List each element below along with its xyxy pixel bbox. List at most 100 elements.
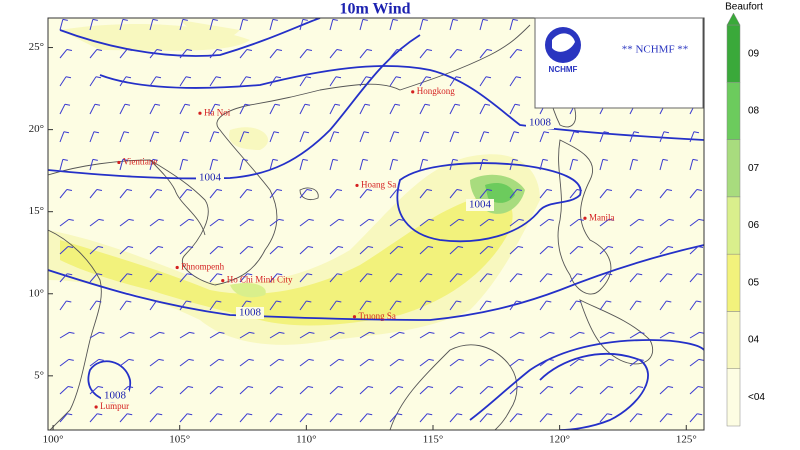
wind-barb-flag [65,76,72,79]
wind-barb [119,131,125,143]
logo: NCHMF ** NCHMF ** [534,17,704,109]
wind-barb-flag [92,158,98,161]
wind-barb-flag [248,218,254,221]
wind-barb [299,189,308,199]
wind-barb-flag [457,273,463,276]
isobar-label: 1008 [239,307,262,319]
wind-barb-flag [127,386,134,388]
wind-barb-flag [242,18,248,21]
wind-barb [389,103,396,115]
wind-barb [419,246,429,255]
wind-barb [599,300,607,311]
wind-barb-flag [337,273,343,276]
wind-barb [599,189,608,199]
wind-barb-flag [515,76,522,79]
wind-barb-flag [188,358,194,361]
wind-barb [209,273,218,283]
wind-barb-flag [483,131,490,134]
wind-barb [59,218,70,227]
wind-barb [569,273,578,283]
wind-barb [479,413,488,423]
wind-barb [119,19,124,31]
wind-barb-flag [516,300,522,303]
wind-barb-flag [334,103,341,106]
wind-barb [179,131,185,143]
wind-barb [299,218,310,227]
wind-barb [179,331,190,339]
wind-barb-flag [247,273,253,276]
wind-barb [359,19,364,31]
wind-barb-flag [453,131,460,134]
wind-barb-flag [94,103,101,106]
wind-barbs [59,18,704,423]
wind-barb [479,131,485,143]
wind-barb-flag [484,103,491,106]
wind-barb-flag [636,188,643,191]
wind-barb [479,386,489,395]
wind-barb [89,189,98,199]
wind-barb [299,76,307,87]
wind-barb [209,218,220,227]
wind-barb-flag [216,300,222,303]
wind-barb-flag [396,48,403,51]
wind-barb [299,103,306,115]
wind-barb [59,189,68,199]
wind-barb-flag [366,300,372,303]
wind-barb-flag [577,246,584,248]
wind-barb [509,76,517,87]
wind-barb [89,246,99,255]
wind-barb [329,49,338,59]
title: 10m Wind [340,1,411,18]
wind-barb-flag [367,246,374,248]
wind-barb-flag [459,331,465,334]
wind-barb-flag [336,48,343,51]
wind-barb [329,76,337,87]
city-dot [411,90,415,94]
wind-barb-flag [697,246,704,248]
wind-barb-flag [517,246,524,248]
wind-barb-flag [272,158,278,161]
wind-barb-flag [245,76,252,79]
wind-barb-flag [217,273,223,276]
wind-barb [659,131,665,143]
wind-barb-flag [519,331,525,334]
wind-barb [599,358,610,367]
wind-barb-flag [128,218,134,221]
wind-barb [419,386,429,395]
wind-barb-flag [697,413,703,416]
wind-barb [149,19,154,31]
wind-barb-flag [667,273,673,276]
wind-barb [359,273,368,283]
wind-barb [179,246,189,255]
wind-barb [359,413,368,423]
wind-barb-flag [277,386,284,388]
city-label: Hongkong [417,86,455,96]
wind-barb [149,300,157,311]
wind-barb-flag [668,218,674,221]
wind-barb [479,358,490,367]
wind-barb-flag [246,48,253,51]
wind-barb-flag [95,76,102,79]
city-label: Vientiane [123,157,157,167]
wind-barb-flag [602,158,608,161]
wind-barb [359,218,370,227]
x-tick-label: 115° [423,434,444,446]
wind-barb-flag [693,131,700,134]
wind-barb [389,358,400,367]
wind-barb-flag [667,386,674,388]
wind-barb [389,76,397,87]
wind-barb [629,189,638,199]
wind-barb-flag [486,300,492,303]
wind-barb-flag [186,300,192,303]
wind-barb-flag [456,300,462,303]
wind-barb [479,19,484,31]
wind-barb-flag [456,48,463,51]
wind-barb [689,413,698,423]
wind-barb [389,246,399,255]
wind-barb [239,358,250,367]
wind-barb [59,131,65,143]
wind-barb-flag [428,218,434,221]
wind-barb-flag [692,158,698,161]
wind-barb [209,49,218,59]
